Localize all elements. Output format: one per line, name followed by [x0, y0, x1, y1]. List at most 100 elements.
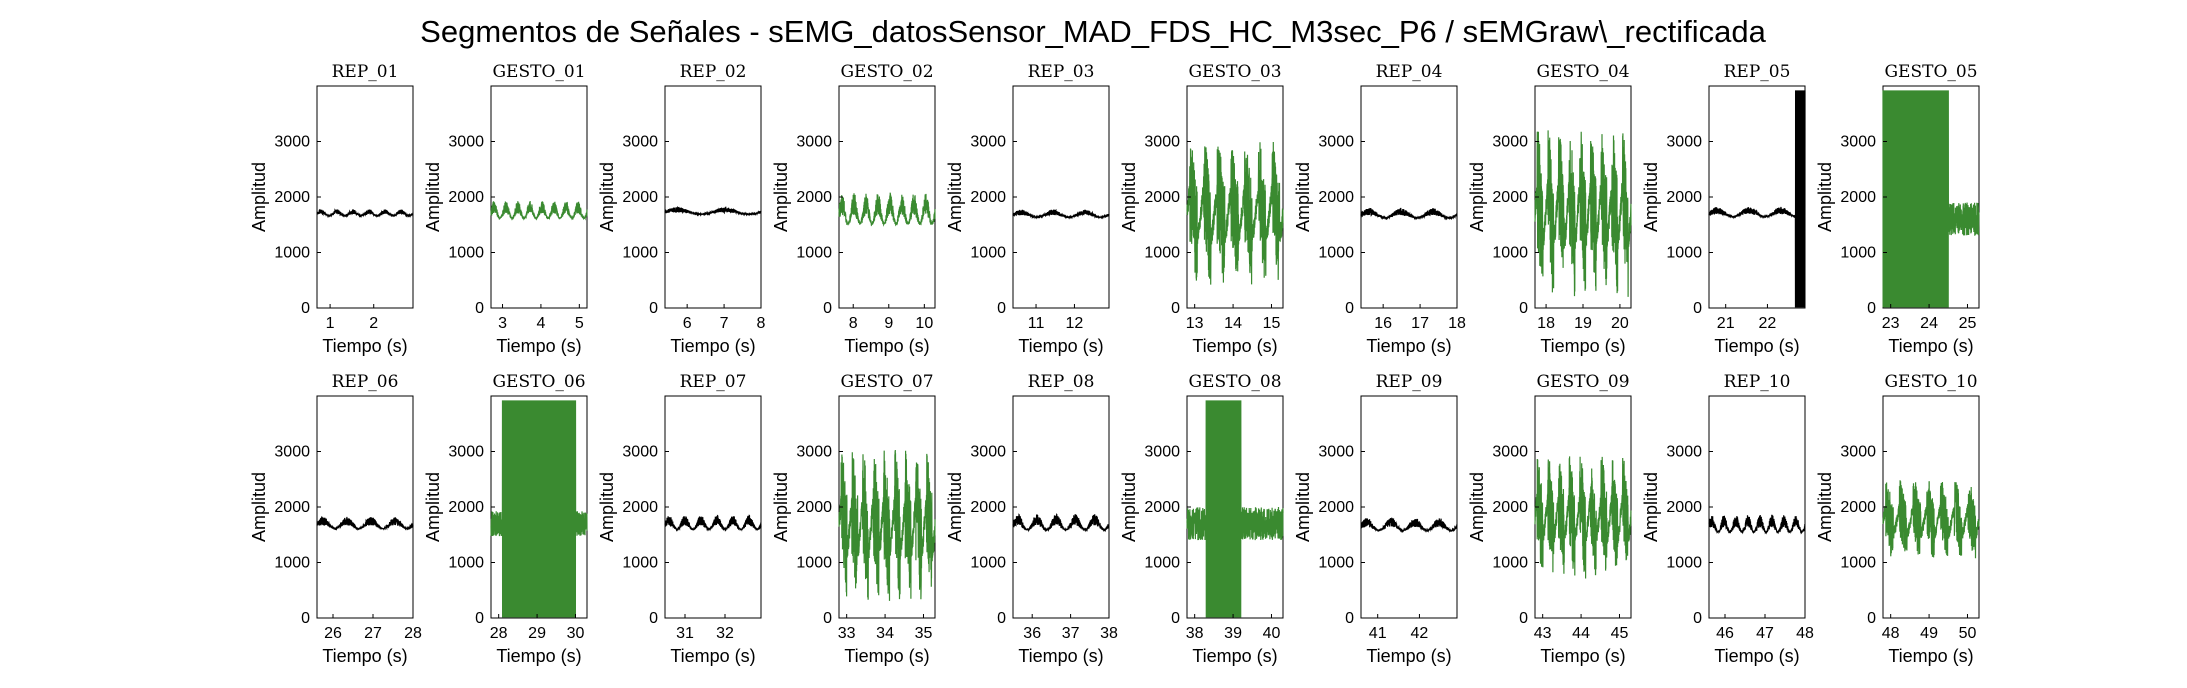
signal-line — [838, 192, 936, 227]
x-tick-label: 18 — [1448, 315, 1466, 332]
x-tick-label: 15 — [1263, 315, 1281, 332]
y-tick-label: 1000 — [970, 555, 1006, 572]
y-tick-label: 1000 — [274, 555, 310, 572]
x-tick-label: 14 — [1224, 315, 1242, 332]
y-tick-label: 1000 — [796, 245, 832, 262]
y-axis-label: Amplitud — [771, 472, 791, 542]
subplot-gesto-03: GESTO_03 0 1000 2000 3000 13 14 15 Tiempo (s) Amp… — [1119, 62, 1284, 356]
subplot-title: REP_09 — [1376, 372, 1443, 392]
y-tick-label: 2000 — [1144, 499, 1180, 516]
y-tick-label: 3000 — [622, 444, 658, 461]
y-tick-label: 0 — [1867, 610, 1876, 627]
y-axis-label: Amplitud — [249, 472, 269, 542]
y-tick-label: 3000 — [970, 134, 1006, 151]
x-tick-label: 43 — [1534, 625, 1552, 642]
y-axis-label: Amplitud — [1119, 472, 1139, 542]
x-axis-label: Tiempo (s) — [1714, 646, 1799, 666]
y-tick-label: 2000 — [1666, 189, 1702, 206]
x-tick-label: 13 — [1186, 315, 1204, 332]
y-tick-label: 1000 — [1840, 555, 1876, 572]
y-tick-label: 2000 — [970, 189, 1006, 206]
y-tick-label: 3000 — [1840, 134, 1876, 151]
y-tick-label: 3000 — [1144, 134, 1180, 151]
y-tick-label: 3000 — [448, 444, 484, 461]
y-axis-label: Amplitud — [1293, 162, 1313, 232]
y-tick-label: 0 — [1693, 300, 1702, 317]
x-axis-label: Tiempo (s) — [1366, 336, 1451, 356]
y-tick-label: 2000 — [1318, 189, 1354, 206]
subplot-title: REP_02 — [680, 62, 747, 82]
x-tick-label: 3 — [498, 315, 507, 332]
x-tick-label: 37 — [1062, 625, 1080, 642]
axes-frame — [664, 85, 762, 309]
y-tick-label: 0 — [1345, 610, 1354, 627]
subplot-title: REP_06 — [332, 372, 399, 392]
signal-line — [1534, 456, 1632, 579]
axes-frame — [1360, 85, 1458, 309]
y-axis-label: Amplitud — [423, 472, 443, 542]
y-tick-label: 2000 — [1666, 499, 1702, 516]
y-tick-label: 3000 — [1144, 444, 1180, 461]
subplot-title: GESTO_06 — [492, 372, 585, 392]
y-tick-label: 2000 — [1318, 499, 1354, 516]
y-tick-label: 0 — [475, 610, 484, 627]
subplot-rep-07: REP_07 0 1000 2000 3000 31 32 Tiempo (s) Amplitu… — [597, 372, 762, 666]
x-axis-label: Tiempo (s) — [1018, 336, 1103, 356]
x-tick-label: 9 — [884, 315, 893, 332]
y-tick-label: 3000 — [970, 444, 1006, 461]
y-tick-label: 2000 — [1144, 189, 1180, 206]
y-axis-label: Amplitud — [1641, 472, 1661, 542]
y-tick-label: 0 — [823, 610, 832, 627]
subplot-rep-03: REP_03 0 1000 2000 3000 11 12 Tiempo (s) Amplitu… — [945, 62, 1110, 356]
x-tick-label: 30 — [567, 625, 585, 642]
axes-frame — [490, 85, 588, 309]
y-tick-label: 0 — [1519, 610, 1528, 627]
x-tick-label: 8 — [849, 315, 858, 332]
signal-line — [490, 400, 588, 618]
signal-line — [1882, 480, 1980, 559]
x-tick-label: 20 — [1611, 315, 1629, 332]
x-axis-label: Tiempo (s) — [1540, 646, 1625, 666]
x-tick-label: 34 — [876, 625, 894, 642]
subplot-rep-08: REP_08 0 1000 2000 3000 36 37 38 Tiempo (s) Ampli… — [945, 372, 1118, 666]
x-tick-label: 26 — [324, 625, 342, 642]
x-tick-label: 28 — [490, 625, 508, 642]
axes-frame — [1012, 85, 1110, 309]
y-tick-label: 0 — [997, 610, 1006, 627]
subplot-title: GESTO_09 — [1536, 372, 1629, 392]
x-axis-label: Tiempo (s) — [1018, 646, 1103, 666]
y-tick-label: 2000 — [1840, 189, 1876, 206]
y-tick-label: 0 — [1345, 300, 1354, 317]
x-axis-label: Tiempo (s) — [1714, 336, 1799, 356]
y-tick-label: 3000 — [1318, 134, 1354, 151]
signal-line — [1708, 90, 1806, 308]
y-tick-label: 0 — [475, 300, 484, 317]
x-tick-label: 47 — [1756, 625, 1774, 642]
y-tick-label: 3000 — [448, 134, 484, 151]
x-tick-label: 32 — [716, 625, 734, 642]
subplot-gesto-05: GESTO_05 0 1000 2000 3000 23 24 25 Tiempo (s) Amp… — [1815, 62, 1980, 356]
x-axis-label: Tiempo (s) — [1366, 646, 1451, 666]
x-axis-label: Tiempo (s) — [844, 646, 929, 666]
y-tick-label: 2000 — [970, 499, 1006, 516]
x-tick-label: 46 — [1716, 625, 1734, 642]
y-tick-label: 1000 — [796, 555, 832, 572]
signal-line — [1708, 514, 1806, 535]
signal-line — [1186, 141, 1284, 285]
y-tick-label: 2000 — [274, 499, 310, 516]
y-axis-label: Amplitud — [1119, 162, 1139, 232]
x-axis-label: Tiempo (s) — [670, 646, 755, 666]
y-tick-label: 3000 — [796, 444, 832, 461]
y-axis-label: Amplitud — [945, 472, 965, 542]
y-tick-label: 0 — [997, 300, 1006, 317]
subplot-title: GESTO_01 — [492, 62, 585, 82]
subplot-rep-05: REP_05 0 1000 2000 3000 21 22 Tiempo (s) Amplitu… — [1641, 62, 1806, 356]
y-tick-label: 1000 — [622, 555, 658, 572]
x-tick-label: 40 — [1263, 625, 1281, 642]
x-tick-label: 31 — [676, 625, 694, 642]
y-tick-label: 3000 — [1318, 444, 1354, 461]
signal-line — [1360, 517, 1458, 533]
y-tick-label: 0 — [1519, 300, 1528, 317]
x-tick-label: 21 — [1717, 315, 1735, 332]
x-tick-label: 44 — [1572, 625, 1590, 642]
